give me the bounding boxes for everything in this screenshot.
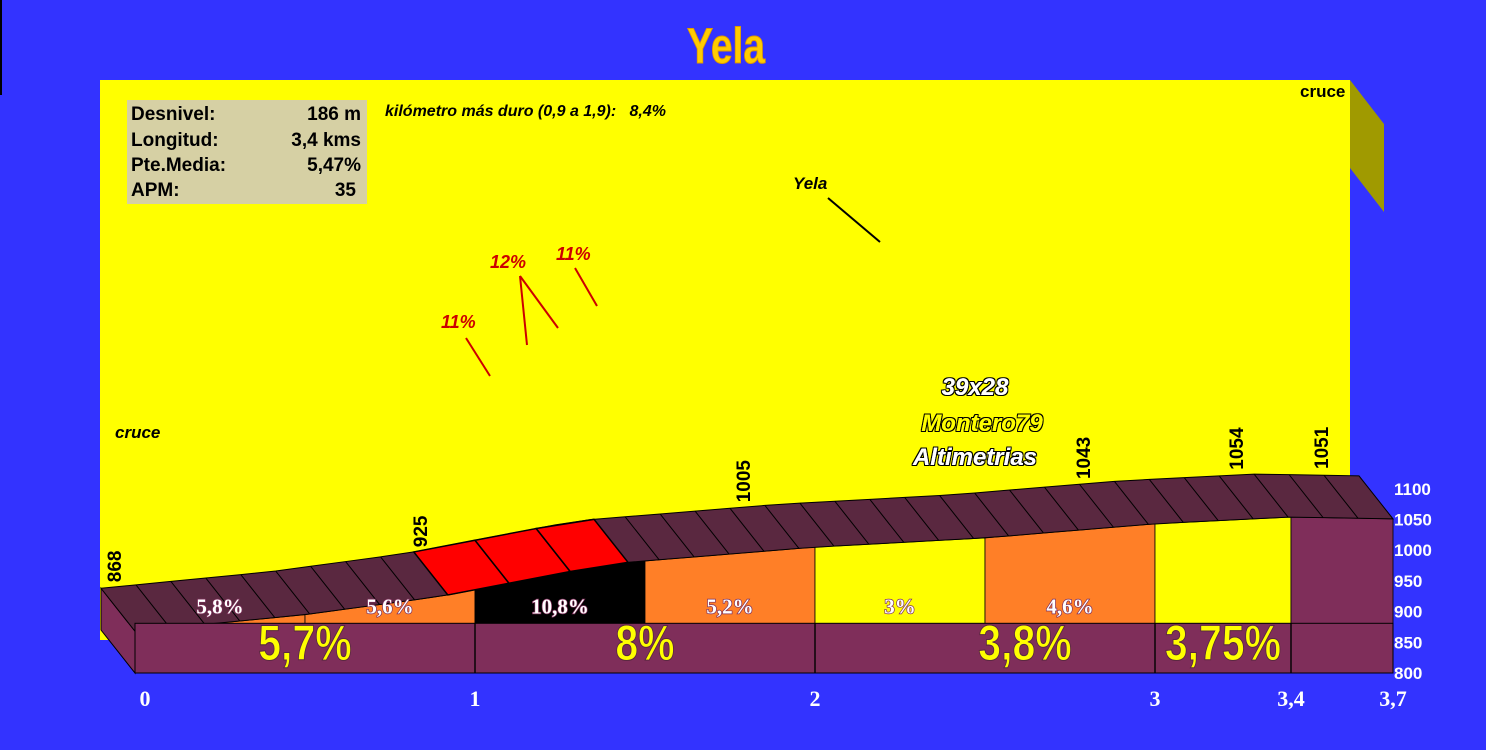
km-average-band: 5,7% 8% 3,8% 3,75% bbox=[134, 615, 1394, 674]
x-tick-label-1: 1 bbox=[470, 686, 481, 711]
altitude-label-5: 1051 bbox=[1312, 426, 1333, 469]
road-slab-divider bbox=[834, 500, 870, 545]
road-slab-divider bbox=[240, 574, 276, 618]
road-slab-divider bbox=[1113, 481, 1149, 525]
y-tick-label-2: 900 bbox=[1394, 603, 1422, 622]
y-tick-label-3: 950 bbox=[1394, 572, 1422, 591]
stat-label-pte-media: Pte.Media: bbox=[131, 155, 226, 176]
steep-leader-3 bbox=[574, 267, 598, 307]
x-tick-label-4: 3,4 bbox=[1277, 686, 1305, 711]
road-slab-divider bbox=[904, 497, 940, 541]
altitude-label-3: 1043 bbox=[1074, 437, 1095, 479]
y-tick-label-1: 850 bbox=[1394, 633, 1422, 652]
chart-labels: 5,8% 5,6% 10,8% 5,2% 3% 4,6% 868 925 1005 1043 105… bbox=[105, 426, 1333, 619]
stats-table: Desnivel: 186 m Longitud: 3,4 kms Pte.Me… bbox=[131, 104, 361, 201]
road-slab-divider bbox=[1218, 475, 1254, 520]
place-label-yela: Yela bbox=[793, 174, 827, 193]
road-slab-divider bbox=[799, 502, 835, 547]
panel-side-face bbox=[1350, 80, 1384, 212]
road-slab-divider bbox=[659, 513, 695, 558]
place-label-end: cruce bbox=[1300, 82, 1345, 101]
watermark-line-1: 39x28 bbox=[942, 374, 1009, 401]
steep-leader-2b bbox=[519, 275, 559, 329]
road-slab-divider bbox=[1044, 486, 1079, 531]
hardest-slab-2 bbox=[534, 518, 630, 573]
steep-leader-1 bbox=[465, 337, 491, 377]
km-band-background bbox=[134, 622, 1394, 674]
road-slab-divider bbox=[939, 495, 975, 539]
place-labels: cruce Yela cruce bbox=[115, 82, 1345, 442]
road-slab-divider bbox=[275, 570, 311, 615]
segment-grade-label-3: 5,2% bbox=[706, 594, 753, 618]
km-average-label-0: 5,7% bbox=[258, 615, 351, 671]
x-tick-label-2: 2 bbox=[810, 686, 821, 711]
altitude-label-4: 1054 bbox=[1227, 427, 1248, 470]
steep-labels: 11% 12% 11% bbox=[441, 244, 591, 332]
altitude-label-2: 1005 bbox=[734, 460, 755, 503]
x-tick-label-3: 3 bbox=[1150, 686, 1161, 711]
x-tick-label-0: 0 bbox=[140, 686, 151, 711]
km-average-label-1: 8% bbox=[615, 615, 674, 671]
y-tick-label-5: 1050 bbox=[1394, 511, 1432, 530]
road-slab-divider bbox=[1323, 474, 1359, 519]
segment-grade-label-5: 4,6% bbox=[1046, 594, 1093, 618]
steep-label-3: 11% bbox=[556, 244, 591, 264]
y-tick-label-0: 800 bbox=[1394, 664, 1422, 683]
road-slab-divider bbox=[1079, 483, 1114, 528]
stat-value-apm: 35 bbox=[335, 180, 357, 201]
road-slab-divider bbox=[764, 505, 800, 549]
road-slab-divider bbox=[310, 565, 346, 610]
road-slab-divider bbox=[205, 577, 241, 622]
road-slab-divider bbox=[974, 492, 1010, 537]
segment-grade-label-2: 10,8% bbox=[531, 594, 589, 618]
yela-leader bbox=[827, 197, 881, 243]
stat-label-longitud: Longitud: bbox=[131, 130, 219, 151]
road-slab-divider bbox=[694, 510, 730, 555]
segment-grade-label-0: 5,8% bbox=[196, 594, 243, 618]
road-slab-divider bbox=[1183, 477, 1219, 521]
road-slab-divider bbox=[1288, 474, 1324, 518]
watermark: 39x28 Montero79 Altimetrias bbox=[912, 374, 1043, 471]
altitude-label-0: 868 bbox=[105, 551, 126, 583]
km-average-label-2: 3,8% bbox=[978, 615, 1071, 671]
stat-label-apm: APM: bbox=[131, 180, 180, 201]
stat-value-longitud: 3,4 kms bbox=[291, 130, 361, 151]
stats-box bbox=[127, 100, 367, 204]
road-slab-divider bbox=[380, 556, 415, 601]
steep-label-1: 11% bbox=[441, 312, 476, 332]
road-slab-divider bbox=[170, 581, 206, 625]
road-surface bbox=[100, 473, 1395, 632]
y-tick-label-4: 1000 bbox=[1394, 541, 1432, 560]
place-label-start: cruce bbox=[115, 423, 160, 442]
x-tick-label-5: 3,7 bbox=[1379, 686, 1407, 711]
annotation-leaders bbox=[465, 197, 881, 377]
road-slab-divider bbox=[869, 499, 905, 543]
steep-label-2: 12% bbox=[490, 252, 526, 272]
road-slab-divider bbox=[729, 507, 765, 552]
stat-value-pte-media: 5,47% bbox=[307, 155, 361, 176]
segment-grade-label-1: 5,6% bbox=[366, 594, 413, 618]
segment-grade-label-4: 3% bbox=[884, 594, 916, 618]
road-slab-divider bbox=[624, 516, 660, 561]
km-average-label-3: 3,75% bbox=[1165, 615, 1281, 671]
steep-leader-2a bbox=[519, 275, 528, 346]
chart-title: Yela bbox=[687, 17, 766, 74]
road-slab-divider bbox=[1148, 479, 1184, 523]
axes: 800 850 900 950 1000 1050 1100 0 1 2 3 3,4 3,7 bbox=[140, 480, 1432, 711]
road-slab-divider bbox=[135, 584, 171, 629]
watermark-line-2: Montero79 bbox=[921, 410, 1043, 437]
altitude-label-1: 925 bbox=[411, 515, 432, 547]
road-slab-divider bbox=[1253, 473, 1289, 518]
watermark-line-3: Altimetrias bbox=[912, 444, 1037, 471]
hardest-km-note: kilómetro más duro (0,9 a 1,9): 8,4% bbox=[385, 103, 666, 120]
stat-value-desnivel: 186 m bbox=[307, 104, 361, 125]
stat-label-desnivel: Desnivel: bbox=[131, 104, 215, 125]
road-slab-divider bbox=[345, 561, 381, 605]
y-tick-label-6: 1100 bbox=[1394, 480, 1431, 499]
road-slab-divider bbox=[1009, 489, 1044, 534]
